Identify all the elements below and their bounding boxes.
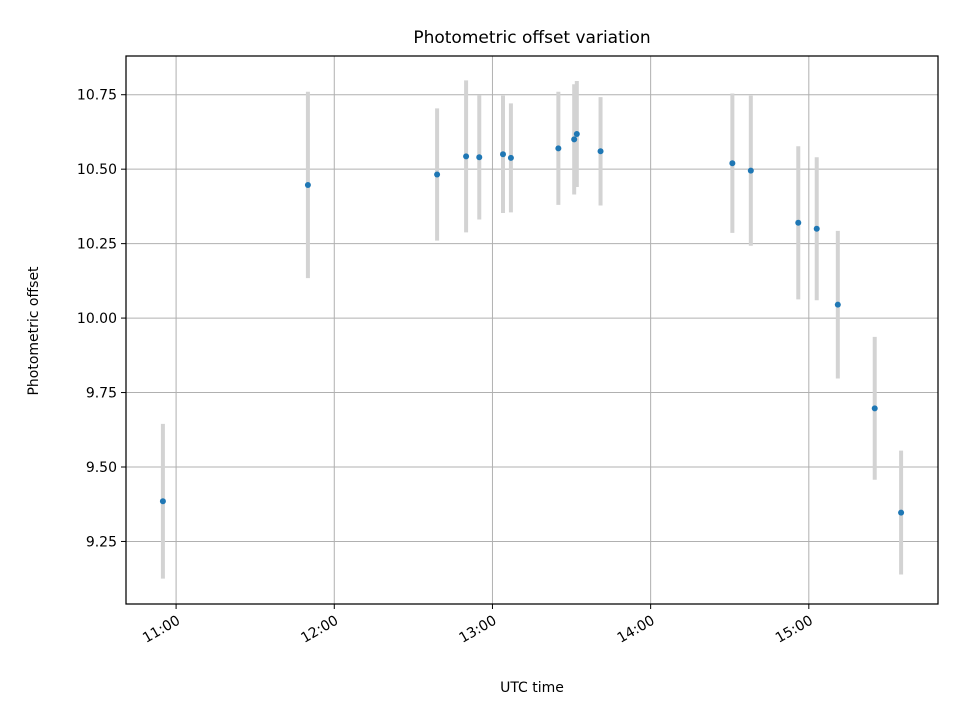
data-point xyxy=(159,498,166,505)
data-point xyxy=(834,301,841,308)
y-tick-label: 10.50 xyxy=(77,162,117,178)
y-axis-ticks: 9.25 9.50 9.75 10.00 10.25 10.50 10.75 xyxy=(77,88,126,550)
plot-area-frame xyxy=(125,55,939,605)
grid-lines xyxy=(126,56,938,604)
data-point xyxy=(555,145,562,152)
data-point xyxy=(898,509,905,516)
y-tick-label: 10.75 xyxy=(77,88,117,104)
data-point xyxy=(507,154,514,161)
data-point xyxy=(597,148,604,155)
data-points xyxy=(159,131,905,516)
data-point xyxy=(434,171,441,178)
data-point xyxy=(729,160,736,167)
y-tick-label: 9.50 xyxy=(86,460,117,476)
data-point xyxy=(747,167,754,174)
data-point xyxy=(573,131,580,138)
data-point xyxy=(304,181,311,188)
y-tick-label: 10.25 xyxy=(77,237,117,253)
y-tick-label: 9.25 xyxy=(86,534,117,550)
data-point xyxy=(571,136,578,143)
data-point xyxy=(813,225,820,232)
data-point xyxy=(871,405,878,412)
data-point xyxy=(463,153,470,160)
x-axis-label: UTC time xyxy=(500,680,564,696)
data-point xyxy=(795,219,802,226)
y-tick-label: 10.00 xyxy=(77,311,117,327)
y-tick-label: 9.75 xyxy=(86,386,117,402)
data-point xyxy=(500,151,506,158)
y-axis-label: Photometric offset xyxy=(26,266,42,396)
chart-title: Photometric offset variation xyxy=(413,28,650,48)
data-point xyxy=(476,154,483,161)
